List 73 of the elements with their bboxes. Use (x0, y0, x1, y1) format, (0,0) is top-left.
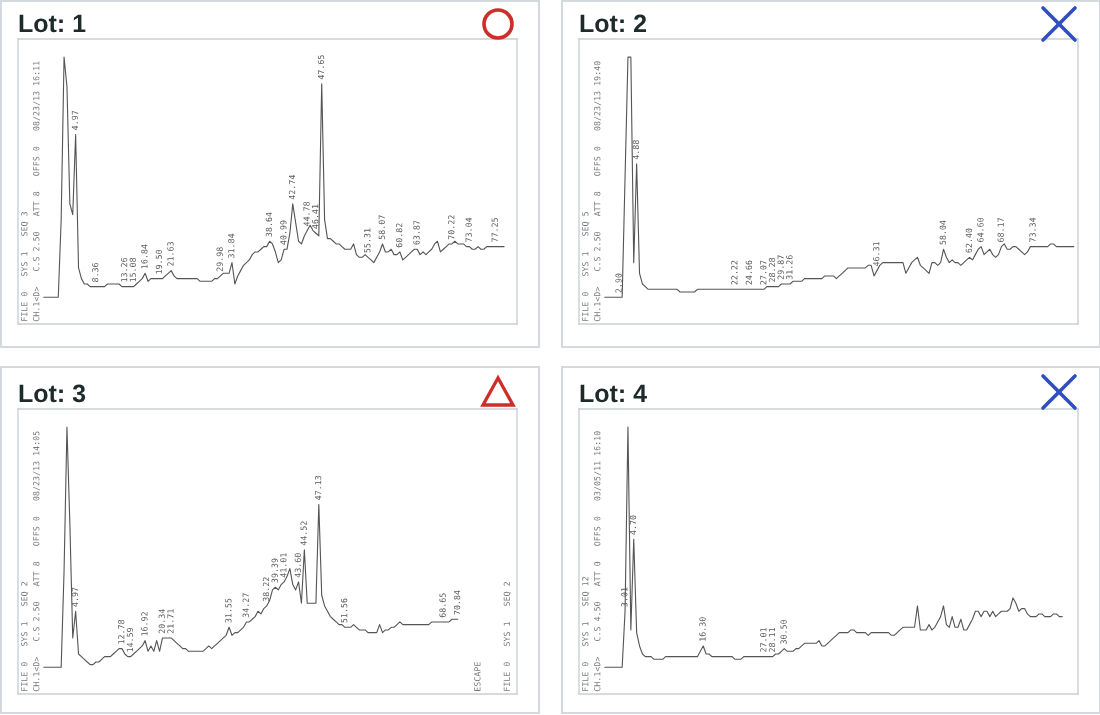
text: CH.1<D> C.S 2.50 ATT 8 OFFS 0 08/23/13 14:05 (33, 431, 41, 692)
x-tick-label: 68.17 (997, 217, 1004, 242)
text: FILE 0 SYS 1 SEQ 2 (21, 582, 29, 691)
x-tick-label: 28.28 (768, 257, 776, 282)
x-tick-label: 38.22 (262, 577, 270, 602)
x-tick-label: 73.34 (1029, 217, 1036, 242)
chart-title: Lot: 3 (19, 384, 86, 403)
x-tick-label: 3.01 (621, 587, 628, 607)
x-tick-label: 44.52 (300, 521, 307, 546)
text: FILE 0 SYS 1 SEQ 5 (582, 212, 590, 321)
x-tick-label: 21.63 (167, 242, 174, 266)
x-tick-label: 27.07 (760, 260, 767, 285)
x-tick-label: 70.22 (448, 215, 455, 240)
x-tick-label: 47.13 (314, 475, 322, 500)
x-tick-label: 4.88 (632, 140, 640, 160)
x-tick-label: 64.60 (977, 217, 984, 242)
x-tick-label: 58.07 (378, 215, 385, 240)
x-tick-label: 46.41 (312, 204, 319, 229)
x-tick-label: 68.65 (439, 593, 446, 618)
annotation: ESCAPE (474, 662, 481, 691)
x-tick-label: 12.78 (118, 619, 125, 644)
x-tick-label: 22.22 (731, 260, 738, 285)
x-tick-label: 34.27 (242, 593, 249, 618)
x-tick-label: 70.84 (453, 590, 461, 615)
x-tick-label: 62.40 (965, 228, 972, 253)
x-tick-label: 51.56 (341, 598, 348, 623)
x-tick-label: 40.99 (280, 220, 287, 245)
x-tick-label: 77.25 (491, 218, 498, 242)
x-tick-label: 24.66 (745, 260, 752, 285)
x-tick-label: 73.04 (465, 217, 472, 242)
x-tick-label: 28.11 (768, 627, 776, 652)
chart-title: Lot: 2 (580, 14, 647, 33)
x-tick-label: 44.78 (303, 201, 310, 227)
chart-title: Lot: 4 (580, 384, 647, 403)
x-tick-label: 55.31 (364, 228, 371, 253)
x-tick-label: 46.31 (873, 241, 880, 267)
x-tick-label: 29.98 (216, 247, 223, 272)
x-tick-label: 20.34 (158, 609, 165, 634)
x-tick-label: 43.60 (294, 553, 301, 578)
x-tick-label: 41.01 (280, 553, 287, 578)
x-tick-label: 15.08 (129, 257, 136, 282)
text: CH.1<D> C.S 2.50 ATT 8 OFFS 0 08/23/13 19:40 (594, 61, 602, 322)
x-tick-label: 38.64 (265, 212, 273, 237)
x-tick-label: 31.26 (786, 255, 793, 280)
text: CH.1<D> C.S 2.50 ATT 8 OFFS 0 08/23/13 16:11 (33, 61, 41, 322)
x-tick-label: 63.87 (413, 220, 420, 245)
x-tick-label: 4.70 (629, 515, 637, 535)
text: FILE 0 SYS 1 SEQ 3 (21, 211, 29, 321)
x-tick-label: 60.82 (396, 223, 403, 248)
x-tick-label: 29.87 (777, 255, 784, 280)
x-tick-label: 30.50 (780, 619, 787, 644)
x-tick-label: 47.65 (317, 55, 325, 80)
x-tick-label: 31.55 (225, 598, 232, 623)
x-tick-label: 13.26 (120, 257, 128, 282)
x-tick-label: 4.97 (71, 110, 79, 130)
x-tick-label: 16.84 (141, 244, 148, 269)
x-tick-label: 14.59 (126, 627, 134, 652)
x-tick-label: 42.74 (288, 175, 296, 200)
x-tick-label: 4.97 (71, 587, 79, 607)
text: CH.1<D> C.S 4.50 ATT 0 OFFS 0 03/05/11 16:10 (594, 431, 602, 692)
x-tick-label: 16.30 (699, 617, 706, 641)
annotation: FILE 0 SYS 1 SEQ 2 (503, 582, 511, 691)
x-tick-label: 21.71 (167, 609, 174, 634)
chart-title: Lot: 1 (19, 14, 86, 33)
x-tick-label: 16.92 (141, 612, 148, 636)
x-tick-label: 58.04 (939, 220, 946, 245)
x-tick-label: 27.01 (760, 627, 767, 652)
x-tick-label: 39.39 (271, 558, 278, 583)
text: FILE 0 SYS 1 SEQ 12 (582, 577, 590, 691)
x-tick-label: 31.84 (228, 233, 235, 258)
x-tick-label: 2.90 (615, 273, 622, 293)
x-tick-label: 8.36 (92, 262, 99, 282)
x-tick-label: 19.50 (155, 249, 163, 274)
